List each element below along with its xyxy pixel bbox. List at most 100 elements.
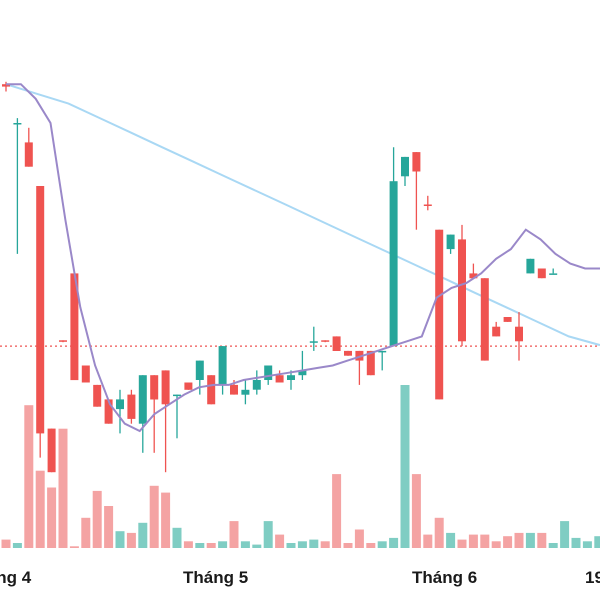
candle [401,156,409,186]
candle [298,350,307,380]
candle [70,273,79,381]
volume-bar [149,485,159,548]
candle [446,234,455,254]
volume-bar [389,537,399,548]
volume-bar [332,474,342,548]
candle-body [252,380,261,390]
candle-body [218,346,227,385]
candle [93,384,102,407]
candle [309,326,318,351]
candle [138,375,147,453]
candle-body [435,229,444,400]
candle-body [515,326,523,342]
volume-bar [81,517,91,548]
x-tick-label: Tháng 5 [183,568,248,587]
candle-body [344,350,352,356]
candle-body [207,375,216,405]
candle [378,350,387,371]
ma-short-line [6,83,600,433]
candle-body [150,375,159,400]
candle-body [93,384,102,407]
candle [81,365,90,383]
volume-bar [1,539,11,548]
candle [47,428,56,473]
candle-body [446,234,455,250]
volume-bar [240,541,250,548]
candle-body [81,365,90,383]
candle [36,186,45,458]
candle-body [36,186,45,434]
candle [104,399,113,424]
volume-bar [503,536,513,548]
volume-bar [354,529,364,548]
candle-body [13,123,22,125]
x-axis: Tháng 4 Tháng 5 Tháng 6 19 [0,568,600,587]
volume-bar [423,534,433,548]
volume-bar [92,490,102,548]
candle-body [503,317,512,322]
candle-body [492,326,501,337]
candle [161,370,170,473]
candle [241,380,250,405]
candle-body [423,204,432,206]
candle [389,147,398,347]
candle [515,312,523,361]
candle [537,268,546,279]
candle [207,375,216,405]
volume-bar [252,544,262,548]
candle [195,360,204,395]
candle [24,127,33,167]
candle [173,394,181,439]
candle [549,268,558,275]
candle-body [537,268,546,279]
candle-body [24,142,33,167]
volume-bar [218,541,228,548]
volume-bar [104,506,114,548]
candle-body [412,152,421,172]
x-tick-label: Tháng 4 [0,568,32,587]
candle [412,152,421,230]
volume-bars [1,385,600,548]
volume-bar [206,543,216,548]
candle-body [70,273,79,381]
x-tick-label: 19 [585,568,600,587]
volume-bar [446,532,456,548]
volume-bar [434,517,444,548]
candle [526,258,535,274]
candle-body [321,340,330,342]
candle [218,346,227,395]
candle-body [366,350,375,376]
candle [184,382,193,390]
volume-bar [491,541,501,548]
volume-bar [12,543,22,548]
candle-body [401,156,409,177]
candle [469,263,478,279]
volume-bar [560,521,570,548]
volume-bar [195,543,205,548]
volume-bar [24,405,34,548]
volume-bar [571,537,581,548]
candle [480,278,489,361]
candle-body [309,341,318,343]
candle-body [59,340,67,342]
candle [423,195,432,211]
candle-body [264,365,273,380]
volume-bar [286,543,296,548]
candle-body [47,428,56,473]
candle-body [378,350,387,353]
candle-body [2,84,10,87]
volume-bar [263,521,273,548]
volume-bar [229,521,239,548]
candle [435,229,444,400]
candle-body [138,375,147,424]
candle-body [480,278,489,361]
candle [127,389,136,424]
x-tick-label: Tháng 6 [412,568,477,587]
candle [344,350,352,356]
candle [503,317,512,322]
volume-bar [161,492,171,548]
candle-body [104,399,113,424]
candle [332,336,341,351]
